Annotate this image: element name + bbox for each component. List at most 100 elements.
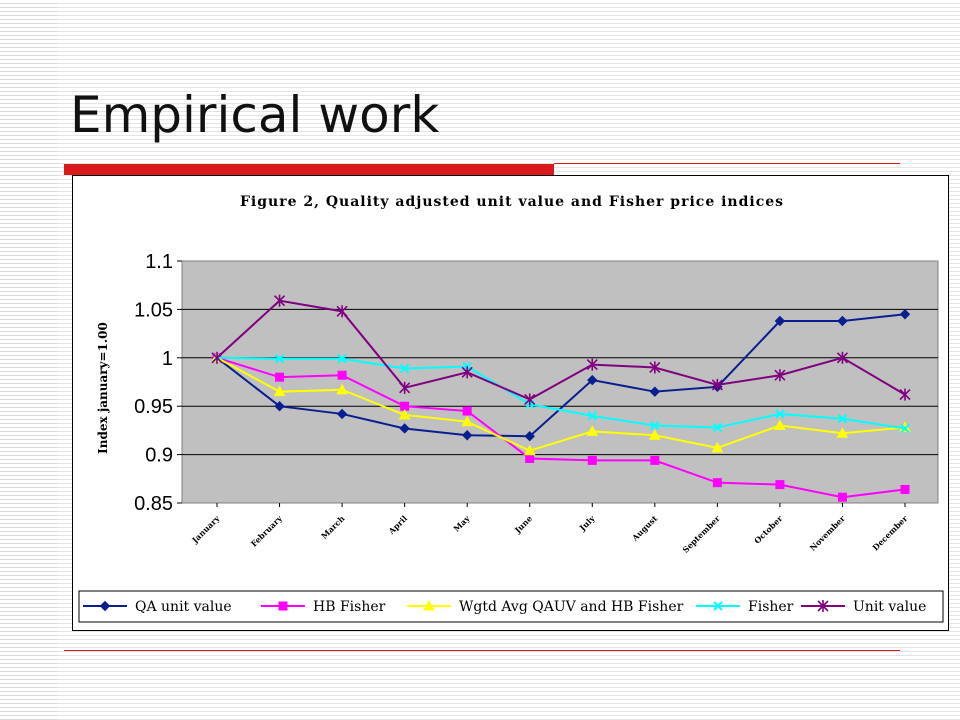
- series-layer: [211, 294, 911, 502]
- data-point: [837, 315, 848, 327]
- y-axis: 1.1 1.05 1 0.95 0.9 0.85: [134, 251, 182, 515]
- marker-stroke: [713, 601, 723, 611]
- data-point: [462, 406, 472, 416]
- data-point: [900, 423, 910, 434]
- x-tick-label: January: [189, 513, 222, 546]
- series-line: [216, 356, 906, 430]
- slide-left-strip: [0, 0, 58, 720]
- marker-stroke: [712, 422, 723, 433]
- chart-legend: QA unit value HB Fisher Wgtd Avg QAUV and …: [78, 590, 944, 623]
- legend-label: QA unit value: [135, 599, 232, 615]
- legend-item: Unit value: [801, 599, 926, 615]
- legend-marker: [423, 599, 435, 611]
- marker-stroke: [399, 363, 410, 374]
- legend-label: Unit value: [853, 599, 926, 615]
- data-point: [524, 431, 535, 442]
- data-point: [336, 383, 348, 395]
- x-tick-label: October: [752, 513, 785, 546]
- data-point: [337, 354, 347, 364]
- data-point: [336, 305, 348, 318]
- legend-item: QA unit value: [83, 599, 232, 615]
- data-point: [837, 492, 847, 502]
- data-point: [586, 425, 599, 436]
- data-point: [836, 427, 849, 438]
- marker-stroke: [587, 411, 597, 421]
- data-point: [899, 309, 911, 320]
- marker-stroke: [650, 420, 660, 431]
- data-point: [837, 414, 848, 424]
- x-tick-label: July: [577, 513, 597, 533]
- x-tick-label: February: [249, 513, 285, 549]
- legend-label: Wgtd Avg QAUV and HB Fisher: [459, 599, 684, 615]
- data-point: [461, 366, 473, 379]
- x-tick-label: June: [512, 513, 534, 535]
- x-tick-label: May: [451, 513, 472, 534]
- data-point: [211, 351, 223, 364]
- legend-marker: [278, 601, 288, 611]
- y-tick-label: 0.85: [134, 493, 173, 515]
- legend-marker: [817, 600, 829, 612]
- title-rule-line: [554, 163, 900, 164]
- legend-marker: [99, 600, 111, 612]
- data-point: [461, 415, 474, 427]
- data-point: [649, 386, 661, 397]
- legend-box: [78, 590, 944, 623]
- legend-item: Fisher: [696, 599, 794, 615]
- data-point: [712, 422, 723, 433]
- series-line: [216, 313, 906, 438]
- data-point: [774, 419, 786, 431]
- x-tick-label: December: [870, 513, 910, 553]
- data-point: [336, 408, 348, 420]
- y-axis-label: Index january=1.00: [96, 322, 110, 454]
- x-tick-label: September: [680, 513, 722, 555]
- data-point: [274, 400, 285, 412]
- y-tick-label: 0.95: [134, 396, 173, 418]
- series-line: [216, 299, 906, 401]
- x-axis: January February March April May June July Augu…: [189, 503, 910, 555]
- data-point: [711, 378, 723, 391]
- data-point: [524, 393, 536, 406]
- data-point: [774, 315, 786, 327]
- data-point: [275, 372, 285, 382]
- data-point: [711, 441, 724, 453]
- series-line: [216, 356, 906, 452]
- y-tick-label: 0.9: [145, 445, 173, 467]
- slide-title: Empirical work: [70, 86, 440, 144]
- legend-item: HB Fisher: [261, 599, 386, 615]
- series-line: [216, 356, 906, 499]
- series-unit-value: [211, 294, 911, 406]
- x-tick-label: March: [319, 513, 347, 541]
- data-point: [399, 381, 411, 394]
- data-point: [273, 385, 286, 397]
- series-fisher: [212, 353, 910, 434]
- data-point: [650, 455, 660, 465]
- data-point: [775, 409, 785, 419]
- y-tick-label: 1: [162, 348, 173, 370]
- x-tick-label: November: [807, 513, 847, 553]
- marker-stroke: [837, 414, 848, 424]
- data-point: [399, 423, 410, 434]
- data-point: [587, 455, 597, 465]
- data-point: [523, 444, 536, 456]
- series-wgtd-avg-qauv-and-hb-fisher: [211, 351, 911, 456]
- data-point: [587, 411, 597, 421]
- data-point: [649, 361, 661, 374]
- data-point: [586, 358, 598, 371]
- data-point: [337, 370, 347, 380]
- data-point: [525, 453, 535, 463]
- legend-label: HB Fisher: [313, 599, 386, 615]
- data-point: [712, 478, 722, 488]
- x-tick-label: August: [629, 513, 659, 543]
- chart-title: Figure 2, Quality adjusted unit value an…: [240, 194, 784, 210]
- legend-item: Wgtd Avg QAUV and HB Fisher: [407, 599, 684, 615]
- marker-stroke: [775, 409, 785, 419]
- data-point: [273, 294, 286, 307]
- data-point: [274, 354, 285, 364]
- data-point: [836, 351, 849, 364]
- data-point: [648, 429, 661, 440]
- x-tick-label: April: [386, 513, 409, 536]
- data-point: [399, 363, 410, 374]
- legend-marker: [713, 601, 723, 611]
- data-point: [774, 369, 786, 382]
- y-tick-label: 1.1: [145, 251, 173, 273]
